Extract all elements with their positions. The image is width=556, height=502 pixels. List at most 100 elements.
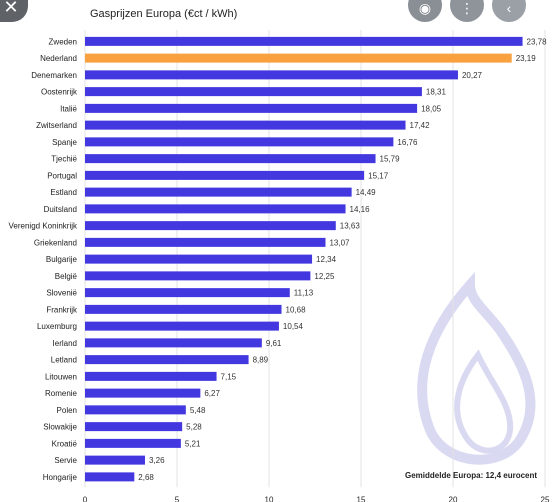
bar	[85, 438, 181, 448]
value-label: 6,27	[204, 389, 220, 398]
value-label: 17,42	[410, 121, 431, 130]
category-label: Slowakije	[43, 423, 77, 432]
x-tick-label: 20	[449, 495, 458, 502]
value-label: 14,16	[350, 205, 371, 214]
category-label: Italië	[60, 104, 77, 113]
bar	[85, 422, 183, 432]
bar	[85, 53, 512, 63]
category-label: Griekenland	[34, 238, 77, 247]
category-label: Ierland	[53, 339, 77, 348]
category-label: Tjechië	[51, 155, 77, 164]
value-label: 13,07	[329, 238, 350, 247]
category-label: Letland	[51, 356, 77, 365]
value-label: 5,21	[185, 439, 201, 448]
value-labels: 23,78 23,19 20,27 18,31 18,05 17,42 16,76 15,79…	[138, 37, 547, 482]
x-tick-label: 25	[541, 495, 550, 502]
more-icon: ⋮	[460, 0, 474, 16]
value-label: 3,26	[149, 456, 165, 465]
value-label: 7,15	[221, 372, 237, 381]
bar	[85, 36, 523, 46]
value-label: 2,68	[138, 473, 154, 482]
category-label: Romenie	[45, 389, 78, 398]
value-label: 9,61	[266, 339, 282, 348]
value-label: 12,25	[314, 272, 335, 281]
category-label: Servie	[54, 456, 77, 465]
category-label: Zweden	[49, 37, 77, 46]
bar	[85, 472, 135, 482]
category-label: Kroatië	[52, 439, 78, 448]
value-label: 16,76	[397, 138, 418, 147]
bar	[85, 221, 336, 231]
value-label: 10,68	[286, 305, 307, 314]
bar	[85, 405, 186, 415]
value-label: 10,54	[283, 322, 304, 331]
category-label: Verenigd Koninkrijk	[9, 222, 78, 231]
category-label: Zwitserland	[36, 121, 77, 130]
bar	[85, 254, 313, 264]
bar	[85, 321, 279, 331]
category-label: Spanje	[52, 138, 77, 147]
category-label: Hongarije	[43, 473, 78, 482]
x-tick-label: 5	[175, 495, 180, 502]
category-label: België	[55, 272, 78, 281]
category-label: Nederland	[40, 54, 77, 63]
category-label: Estland	[50, 188, 77, 197]
category-labels: Zweden Nederland Denemarken Oostenrijk Itali…	[9, 37, 78, 482]
value-label: 18,31	[426, 88, 447, 97]
x-tick-label: 10	[265, 495, 274, 502]
value-label: 5,48	[190, 406, 206, 415]
close-icon: ✕	[3, 0, 19, 17]
bar	[85, 170, 365, 180]
average-annotation: Gemiddelde Europa: 12,4 eurocent	[405, 471, 537, 480]
value-label: 11,13	[294, 289, 314, 298]
value-label: 23,78	[527, 37, 548, 46]
lens-button[interactable]: ◉	[408, 0, 442, 22]
more-button[interactable]: ⋮	[450, 0, 484, 22]
bar	[85, 288, 290, 298]
bar	[85, 338, 262, 348]
bar	[85, 204, 346, 214]
value-label: 5,28	[186, 423, 202, 432]
value-label: 15,17	[368, 171, 389, 180]
category-label: Polen	[57, 406, 77, 415]
category-label: Denemarken	[31, 71, 77, 80]
value-label: 8,89	[253, 356, 269, 365]
value-label: 23,19	[516, 54, 537, 63]
value-label: 12,34	[316, 255, 337, 264]
bar	[85, 304, 282, 314]
bar	[85, 355, 249, 365]
bar	[85, 70, 458, 80]
share-button[interactable]: ‹	[492, 0, 526, 22]
x-tick-labels: 0 5 10 15 20 25	[83, 495, 550, 502]
bars	[85, 36, 523, 482]
value-label: 15,79	[380, 155, 401, 164]
category-label: Frankrijk	[46, 305, 78, 314]
bar	[85, 455, 145, 465]
chart-title: Gasprijzen Europa (€ct / kWh)	[90, 8, 237, 20]
category-label: Litouwen	[45, 372, 77, 381]
bar	[85, 388, 201, 398]
category-label: Duitsland	[44, 205, 77, 214]
value-label: 18,05	[421, 104, 442, 113]
value-label: 13,63	[340, 222, 361, 231]
bar	[85, 237, 326, 247]
bar	[85, 137, 394, 147]
bar	[85, 120, 406, 130]
bar	[85, 371, 217, 381]
flame-watermark-icon	[417, 271, 536, 465]
x-tick-label: 0	[83, 495, 88, 502]
value-label: 14,49	[356, 188, 377, 197]
close-button[interactable]: ✕	[0, 0, 28, 22]
x-tick-label: 15	[357, 495, 366, 502]
bar	[85, 271, 311, 281]
bar	[85, 103, 418, 113]
lens-icon: ◉	[418, 0, 432, 16]
share-icon: ‹	[506, 0, 512, 16]
category-label: Luxemburg	[37, 322, 77, 331]
category-label: Oostenrijk	[41, 88, 78, 97]
bar	[85, 154, 376, 164]
category-label: Bulgarije	[46, 255, 78, 264]
bar	[85, 87, 422, 97]
category-label: Portugal	[47, 171, 77, 180]
